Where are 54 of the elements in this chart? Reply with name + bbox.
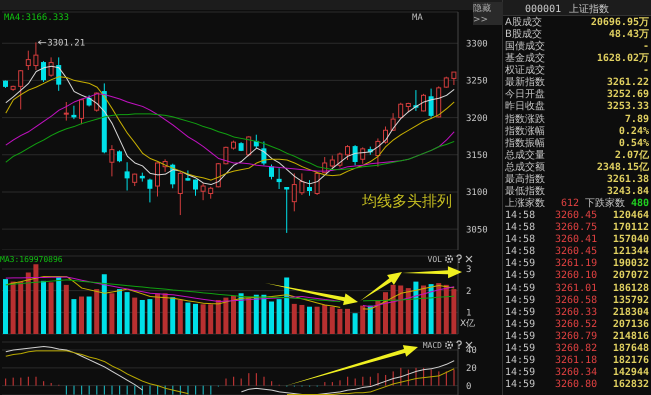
- text: 隐藏>>: [473, 2, 503, 25]
- y-tick-label: 1: [466, 308, 472, 319]
- text: 昨日收盘 3253.33: [505, 101, 649, 112]
- text: 14:59 3261.19 190032: [505, 258, 649, 270]
- y-tick-label: 20: [466, 364, 477, 374]
- text: 14:59 3260.34 142944: [505, 367, 649, 378]
- annotation: MA: [412, 13, 424, 23]
- text: B股成交 48.43万: [505, 29, 649, 40]
- text: 国债成交 -: [505, 41, 649, 52]
- text: 14:59 3260.82 187648: [505, 342, 649, 354]
- y-tick-label: 3: [466, 265, 472, 276]
- y-tick-label: 2: [466, 286, 472, 297]
- text: 权证成交 -: [505, 65, 649, 76]
- annotation: 均线多头排列: [361, 192, 452, 210]
- y-tick-label: 3100: [466, 188, 488, 198]
- text: 14:58 3260.45 120464: [505, 210, 649, 222]
- y-axis-title: X亿: [460, 318, 476, 329]
- text: 指数涨跌 7.89: [505, 114, 649, 125]
- annotation: 3301.21: [47, 38, 86, 48]
- annotation: VOL: [428, 255, 442, 264]
- text: 14:59 3260.10 207072: [505, 270, 649, 282]
- annotation: MA4:3166.333: [4, 13, 70, 23]
- annotation: MACD: [422, 341, 442, 350]
- text: 14:58 3260.41 157040: [505, 234, 649, 246]
- text: 14:59 3261.01 186128: [505, 282, 649, 294]
- text: 14:58 3260.75 170112: [505, 222, 649, 234]
- text: 14:59 3260.80 162832: [505, 379, 649, 390]
- text: 总成交量 2.07亿: [505, 150, 649, 161]
- text: 14:59 3260.58 135792: [505, 294, 649, 306]
- text: 14:59 3261.18 182176: [505, 354, 649, 366]
- text: 上证指数: [569, 4, 610, 15]
- text: 今日开盘 3252.69: [505, 89, 649, 100]
- text: 最新指数 3261.22: [505, 77, 649, 88]
- text: A股成交 20696.95万: [505, 17, 649, 28]
- text: 最高指数 3261.38: [505, 174, 649, 185]
- text: 上涨家数 612 下跌家数 480: [505, 198, 649, 210]
- text: 14:59 3260.33 218304: [505, 306, 649, 318]
- text: 14:58 3260.45 121344: [505, 246, 649, 258]
- text: 最低指数 3243.84: [505, 186, 649, 197]
- text: 基金成交 1628.02万: [505, 53, 649, 64]
- text: 14:59 3260.79 214816: [505, 330, 649, 342]
- text: 000001: [525, 4, 562, 15]
- y-tick-label: 3150: [466, 150, 488, 161]
- annotation: MA3:169970896: [0, 255, 63, 264]
- y-tick-label: 3300: [466, 39, 488, 50]
- y-tick-label: 40: [466, 346, 477, 356]
- text: 14:59 3260.52 207136: [505, 318, 649, 330]
- y-tick-label: 3250: [466, 76, 488, 87]
- text: 指数涨幅 0.24%: [505, 126, 649, 137]
- y-tick-label: 0: [466, 382, 472, 392]
- text: 总成交额 2348.15亿: [505, 162, 649, 173]
- y-tick-label: 3050: [466, 225, 488, 236]
- y-tick-label: 3200: [466, 114, 488, 124]
- text: 指数振幅 0.54%: [505, 138, 649, 149]
